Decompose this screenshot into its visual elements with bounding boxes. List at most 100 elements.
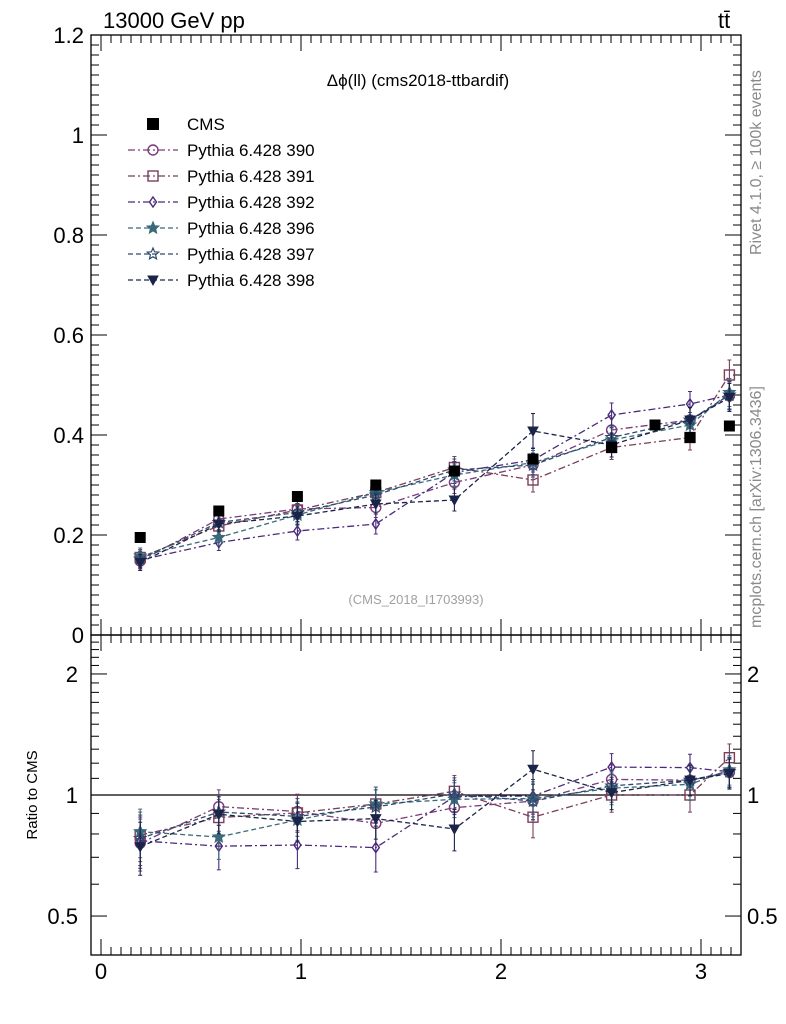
ratio-series-1 xyxy=(134,743,736,863)
series-point xyxy=(148,195,158,209)
plot-title: Δϕ(ll) (cms2018-ttbardif) xyxy=(327,71,509,90)
series-line xyxy=(139,395,730,562)
series-point xyxy=(211,529,226,544)
y-tick-label: 1.2 xyxy=(53,23,84,48)
data-point xyxy=(291,491,303,502)
legend-label: Pythia 6.428 398 xyxy=(187,271,315,290)
series-point xyxy=(525,793,541,808)
data-point xyxy=(213,505,225,517)
main-axis-ticks xyxy=(91,34,742,636)
series-point xyxy=(145,220,161,235)
series-line xyxy=(139,374,730,559)
legend-label: Pythia 6.428 396 xyxy=(187,219,315,238)
series-point xyxy=(448,495,461,507)
series-point xyxy=(369,814,382,825)
ratio-y-tick-label-right: 1 xyxy=(747,783,759,808)
series-point xyxy=(448,824,461,836)
legend-label: Pythia 6.428 397 xyxy=(187,245,315,264)
legend-label: Pythia 6.428 391 xyxy=(187,167,315,186)
series-point xyxy=(605,788,618,799)
x-tick-labels: 0 1 2 3 xyxy=(95,959,707,984)
y-tick-label: 0.2 xyxy=(53,523,84,548)
ratio-line xyxy=(139,771,730,844)
ratio-y-tick-label: 2 xyxy=(66,662,78,687)
ratio-axis-ticks xyxy=(91,634,742,956)
data-point xyxy=(606,442,618,453)
ratio-panel: 0.5 1 2 0.5 1 2 0 1 2 3 Ratio to CMS xyxy=(24,634,778,984)
series-point xyxy=(147,275,159,287)
series-point xyxy=(212,519,225,531)
data-point xyxy=(527,453,539,465)
x-tick-label: 0 xyxy=(95,959,107,984)
ratio-y-tick-label-right: 0.5 xyxy=(747,904,778,929)
y-tick-label: 1 xyxy=(72,123,84,148)
series-point xyxy=(369,499,382,511)
series-point xyxy=(211,829,226,844)
legend: CMS Pythia 6.428 390 Pythia 6.428 391 Pythi… xyxy=(128,115,315,290)
ratio-y-tick-label: 0.5 xyxy=(47,904,78,929)
y-tick-label: 0.4 xyxy=(53,423,84,448)
ratio-line xyxy=(140,757,730,836)
y-tick-label: 0.8 xyxy=(53,223,84,248)
series-point xyxy=(527,426,539,438)
series-point xyxy=(684,415,696,427)
ratio-line xyxy=(140,766,730,849)
x-tick-label: 3 xyxy=(695,959,707,984)
mcplots-label: mcplots.cern.ch [arXiv:1306.3436] xyxy=(748,386,765,628)
analysis-watermark: (CMS_2018_I1703993) xyxy=(348,592,483,607)
ratio-line xyxy=(139,771,730,840)
series-point xyxy=(293,524,302,538)
series-point xyxy=(134,558,147,569)
ratio-y-tick-labels: 0.5 1 2 xyxy=(47,662,78,929)
ratio-y-tick-labels-right: 0.5 1 2 xyxy=(747,662,778,929)
main-panel: 0 0.2 0.4 0.6 0.8 1 1.2 Δϕ(ll) (cms2018-ttbard… xyxy=(53,23,742,648)
data-point xyxy=(684,432,696,443)
series-point xyxy=(291,816,304,828)
series-point xyxy=(371,517,381,531)
legend-label: Pythia 6.428 390 xyxy=(187,141,315,160)
y-tick-label: 0 xyxy=(72,623,84,648)
ratio-y-axis-label: Ratio to CMS xyxy=(24,750,41,839)
series-point xyxy=(723,769,736,780)
energy-label: 13000 GeV pp xyxy=(103,8,245,33)
cms-data xyxy=(134,419,735,543)
rivet-label: Rivet 4.1.0, ≥ 100k events xyxy=(748,70,765,255)
ratio-series-5 xyxy=(134,750,736,876)
data-point xyxy=(134,532,146,543)
series-2 xyxy=(135,380,734,569)
main-y-tick-labels: 0 0.2 0.4 0.6 0.8 1 1.2 xyxy=(53,23,84,648)
series-point xyxy=(607,408,616,422)
series-point xyxy=(147,170,159,182)
data-point xyxy=(370,479,382,491)
data-point xyxy=(723,420,735,432)
process-label: tt̄ xyxy=(718,8,730,33)
data-point xyxy=(649,419,661,431)
series-4 xyxy=(133,380,737,568)
series-point xyxy=(147,144,159,156)
legend-marker-cms xyxy=(147,118,159,130)
series-point xyxy=(371,841,381,854)
series-3 xyxy=(133,378,737,565)
series-point xyxy=(447,786,462,801)
series-5 xyxy=(134,383,736,571)
main-series-layer xyxy=(133,359,737,571)
legend-label: Pythia 6.428 392 xyxy=(187,193,315,212)
ratio-series-layer xyxy=(133,743,737,876)
series-point xyxy=(527,764,539,776)
series-point xyxy=(134,842,147,853)
series-point xyxy=(684,775,696,787)
data-point xyxy=(448,465,460,477)
series-point xyxy=(723,393,736,404)
series-1 xyxy=(134,359,736,566)
ratio-line xyxy=(140,769,730,838)
series-point xyxy=(293,838,302,852)
ratio-y-tick-label-right: 2 xyxy=(747,662,759,687)
legend-label-cms: CMS xyxy=(187,115,225,134)
series-point xyxy=(212,809,225,821)
series-point xyxy=(145,246,161,261)
x-tick-label: 1 xyxy=(295,959,307,984)
ratio-y-tick-label: 1 xyxy=(66,783,78,808)
y-tick-label: 0.6 xyxy=(53,323,84,348)
series-point xyxy=(291,511,304,523)
